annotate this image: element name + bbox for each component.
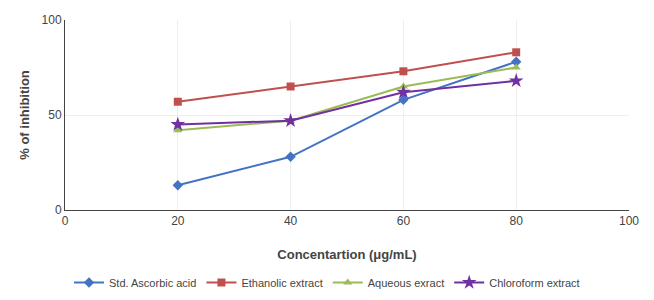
svg-text:60: 60 [397,214,411,228]
svg-text:Std. Ascorbic acid: Std. Ascorbic acid [109,277,196,289]
svg-text:80: 80 [510,214,524,228]
svg-text:Chloroform extract: Chloroform extract [489,277,579,289]
svg-text:0: 0 [55,203,62,217]
svg-text:Ethanolic extract: Ethanolic extract [241,277,322,289]
svg-text:40: 40 [284,214,298,228]
svg-text:100: 100 [619,214,639,228]
svg-text:Concentartion (μg/mL): Concentartion (μg/mL) [277,247,416,262]
svg-text:100: 100 [42,13,62,27]
svg-text:50: 50 [48,108,62,122]
svg-text:20: 20 [171,214,185,228]
svg-text:% of inhibition: % of inhibition [17,70,32,160]
svg-text:Aqueous exract: Aqueous exract [368,277,444,289]
svg-text:0: 0 [62,214,69,228]
